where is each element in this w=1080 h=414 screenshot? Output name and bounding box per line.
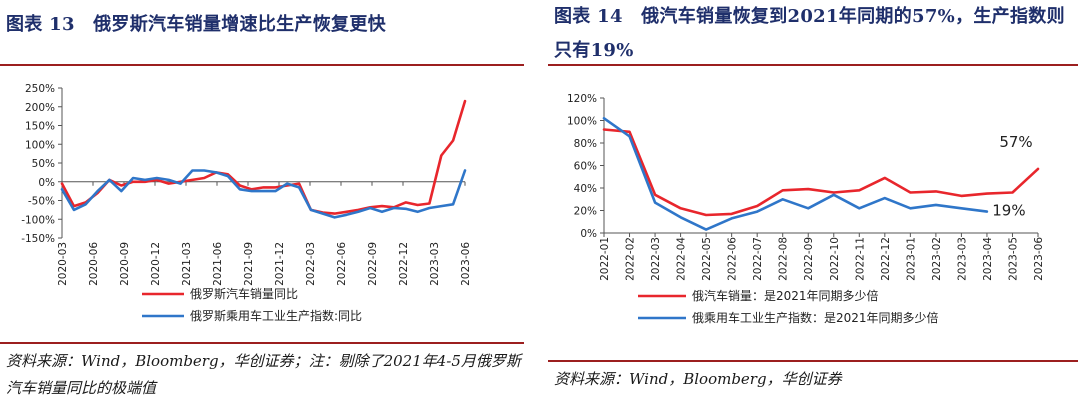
figure-13-chart: -150% -100% -50% 0% 50% 100% 150% 200% 250% 2020-… — [21, 83, 472, 323]
figure-13-source: 资料来源：Wind，Bloomberg，华创证券；注：剔除了2021年4-5月俄… — [6, 352, 521, 397]
legend-label-2: 俄乘用车工业生产指数：是2021年同期多少倍 — [692, 310, 939, 325]
y-tick-label: 100% — [25, 139, 55, 151]
figure-13-top-rule — [0, 64, 524, 66]
x-tick-label: 2022-11 — [854, 237, 866, 281]
legend-label-2: 俄罗斯乘用车工业生产指数:同比 — [190, 308, 362, 323]
x-tick-label: 2022-09 — [803, 237, 815, 281]
y-tick-label: -150% — [21, 233, 55, 245]
x-tick-label: 2023-03 — [956, 237, 968, 281]
x-tick-label: 2023-05 — [1007, 237, 1019, 281]
data-label-annotation: 57% — [999, 133, 1032, 151]
y-tick-label: 200% — [25, 102, 55, 114]
x-tick-label: 2022-06 — [336, 242, 348, 286]
x-tick-label: 2022-02 — [625, 237, 637, 281]
x-tick-label: 2022-12 — [398, 242, 410, 286]
y-tick-label: 0% — [38, 177, 55, 189]
x-tick-label: 2020-03 — [57, 242, 69, 286]
x-tick-label: 2022-03 — [305, 242, 317, 286]
x-tick-label: 2023-03 — [429, 242, 441, 286]
series-line-1 — [602, 128, 1040, 217]
y-tick-label: 150% — [25, 121, 55, 133]
figure-13-title: 图表 13 俄罗斯汽车销量增速比生产恢复更快 — [6, 14, 386, 35]
figure-13-panel: 图表 13 俄罗斯汽车销量增速比生产恢复更快 -150% -100% -50% 0% 5… — [0, 0, 528, 414]
x-tick-label: 2022-09 — [367, 242, 379, 286]
y-tick-label: 60% — [574, 161, 597, 173]
x-tick-label: 2022-06 — [727, 237, 739, 281]
y-tick-label: 100% — [567, 116, 597, 128]
x-tick-label: 2023-06 — [1033, 237, 1045, 281]
x-tick-label: 2022-01 — [599, 237, 611, 281]
figure-14-bottom-rule — [548, 360, 1078, 362]
series-line-2 — [602, 116, 989, 231]
legend-label-1: 俄罗斯汽车销量同比 — [190, 286, 298, 301]
y-tick-label: 40% — [574, 183, 597, 195]
figure-14-source: 资料来源：Wind，Bloomberg，华创证券 — [554, 370, 842, 388]
x-tick-label: 2022-03 — [650, 237, 662, 281]
x-tick-label: 2022-05 — [701, 237, 713, 281]
figure-14-panel: 图表 14 俄汽车销量恢复到2021年同期的57%，生产指数则只有19% 0% 2… — [548, 0, 1080, 414]
x-tick-label: 2023-06 — [460, 242, 472, 286]
data-label-annotation: 19% — [992, 202, 1025, 220]
y-tick-label: 20% — [574, 206, 597, 218]
x-tick-label: 2020-12 — [150, 242, 162, 286]
x-tick-label: 2023-04 — [982, 237, 994, 281]
y-tick-label: 120% — [567, 93, 597, 105]
y-tick-label: -100% — [21, 214, 55, 226]
x-tick-label: 2023-02 — [931, 237, 943, 281]
x-tick-label: 2020-06 — [88, 242, 100, 286]
y-tick-label: 80% — [574, 138, 597, 150]
series-line-2 — [60, 169, 467, 219]
x-tick-label: 2023-01 — [905, 237, 917, 281]
x-tick-label: 2022-07 — [752, 237, 764, 281]
figure-13-bottom-rule — [0, 342, 524, 344]
y-tick-label: 0% — [580, 228, 597, 240]
x-tick-label: 2022-08 — [778, 237, 790, 281]
x-tick-label: 2022-10 — [829, 237, 841, 281]
x-tick-label: 2021-12 — [274, 242, 286, 286]
legend-label-1: 俄汽车销量：是2021年同期多少倍 — [692, 288, 879, 303]
y-tick-label: -50% — [28, 196, 55, 208]
figure-14-chart: 0% 20% 40% 60% 80% 100% 120% 2022-01 2022-02 2022… — [567, 93, 1045, 325]
x-tick-label: 2022-12 — [880, 237, 892, 281]
x-tick-label: 2022-04 — [676, 237, 688, 281]
figure-14-top-rule — [548, 64, 1078, 66]
x-tick-label: 2020-09 — [119, 242, 131, 286]
y-tick-label: 250% — [25, 83, 55, 95]
y-tick-label: 50% — [32, 158, 55, 170]
figure-14-title: 图表 14 俄汽车销量恢复到2021年同期的57%，生产指数则只有19% — [554, 6, 1065, 61]
x-tick-label: 2021-03 — [181, 242, 193, 286]
x-tick-label: 2021-06 — [212, 242, 224, 286]
x-tick-label: 2021-09 — [243, 242, 255, 286]
series-line-1 — [60, 99, 467, 215]
